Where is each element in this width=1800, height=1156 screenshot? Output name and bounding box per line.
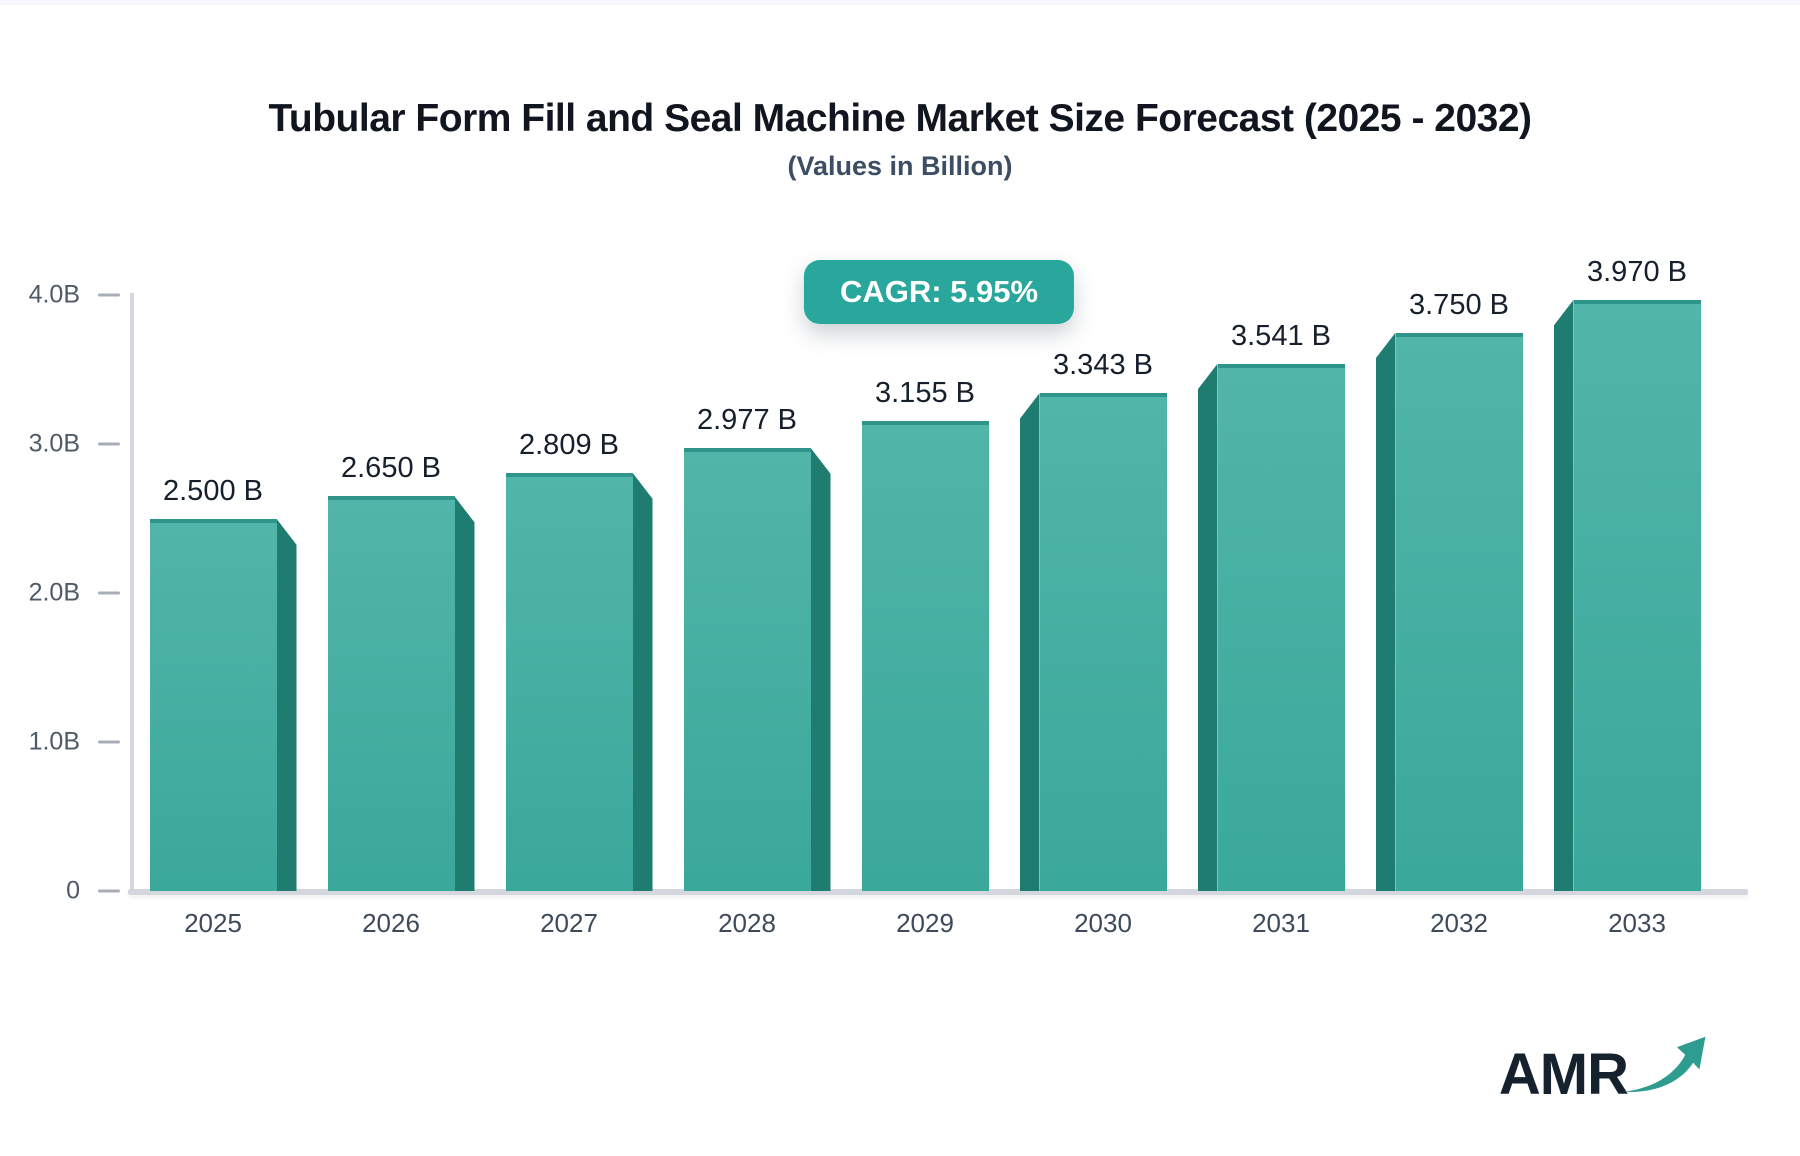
- chart-title: Tubular Form Fill and Seal Machine Marke…: [268, 97, 1532, 140]
- bar-value-label: 3.541 B: [1231, 319, 1331, 352]
- y-tick-dash: [98, 889, 120, 893]
- cagr-badge: CAGR: 5.95%: [803, 260, 1075, 324]
- y-tick-dash: [98, 293, 120, 297]
- y-tick-dash: [98, 740, 120, 744]
- x-tick-label: 2027: [540, 908, 598, 938]
- bar-side-3d: [454, 496, 475, 891]
- chart-subtitle: (Values in Billion): [787, 151, 1013, 181]
- x-tick-label: 2029: [896, 908, 954, 938]
- bar-face: [1039, 393, 1167, 891]
- bar-face: [683, 447, 811, 891]
- bar-value-label: 3.343 B: [1053, 349, 1153, 382]
- y-tick-dash: [98, 442, 120, 446]
- x-tick-label: 2033: [1608, 908, 1666, 938]
- x-tick-label: 2026: [362, 908, 420, 938]
- x-tick-label: 2032: [1430, 908, 1488, 938]
- bar-value-label: 2.977 B: [697, 403, 797, 436]
- bar-side-3d: [1197, 363, 1218, 891]
- y-axis-line: [130, 293, 134, 891]
- bar-face: [1573, 299, 1701, 891]
- bar-value-label: 3.750 B: [1409, 288, 1509, 321]
- bar-face: [861, 421, 989, 891]
- y-tick-dash: [98, 591, 120, 595]
- x-tick-label: 2031: [1252, 908, 1310, 938]
- amr-logo: AMR: [1499, 1035, 1708, 1104]
- bar-side-3d: [1375, 332, 1396, 891]
- bar-side-3d: [810, 447, 831, 891]
- bar-value-label: 2.650 B: [341, 452, 441, 485]
- bar-side-3d: [1553, 299, 1574, 891]
- bar-side-3d: [276, 518, 297, 891]
- bar-face: [1217, 363, 1345, 891]
- bar-side-3d: [1019, 393, 1040, 891]
- bar-face: [327, 496, 455, 891]
- bar-face: [1395, 332, 1523, 891]
- bar-value-label: 3.155 B: [875, 377, 975, 410]
- bar-face: [149, 518, 277, 891]
- y-tick-label: 3.0B: [28, 429, 80, 458]
- bar-value-label: 3.970 B: [1587, 255, 1687, 288]
- x-tick-label: 2028: [718, 908, 776, 938]
- bar-face: [505, 472, 633, 891]
- y-tick-label: 2.0B: [28, 578, 80, 607]
- x-tick-label: 2030: [1074, 908, 1132, 938]
- x-tick-label: 2025: [184, 908, 242, 938]
- y-tick-label: 0: [66, 876, 80, 905]
- growth-arrow-icon: [1622, 1035, 1708, 1102]
- bar-side-3d: [632, 472, 653, 891]
- bar-value-label: 2.809 B: [519, 428, 619, 461]
- x-axis-baseline: [128, 889, 1748, 895]
- bar-value-label: 2.500 B: [163, 474, 263, 507]
- y-tick-label: 1.0B: [28, 727, 80, 756]
- amr-logo-text: AMR: [1498, 1042, 1629, 1107]
- y-tick-label: 4.0B: [28, 280, 80, 309]
